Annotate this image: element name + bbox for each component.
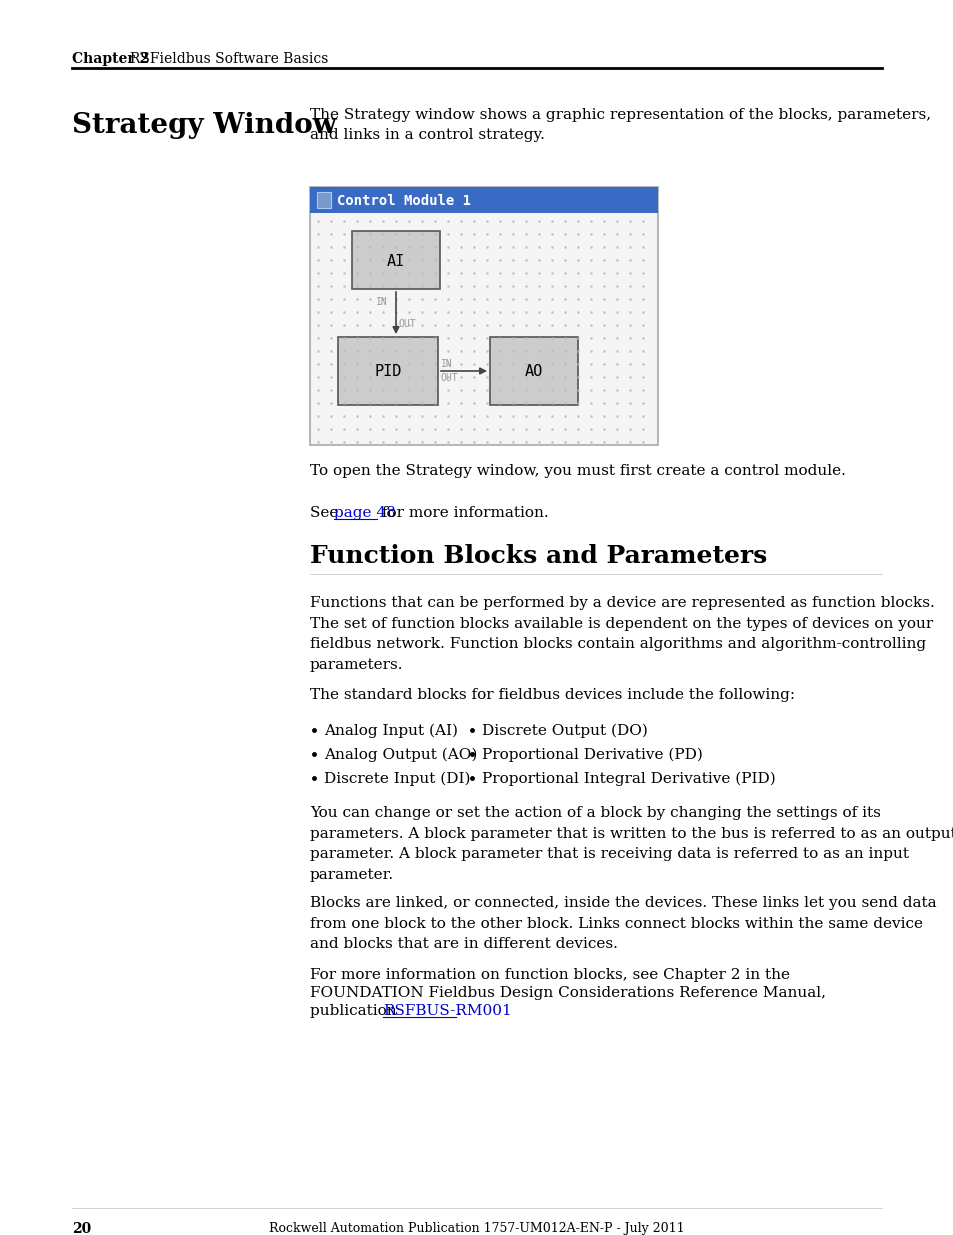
Text: To open the Strategy window, you must first create a control module.: To open the Strategy window, you must fi… — [310, 464, 845, 478]
Text: Control Module 1: Control Module 1 — [336, 194, 471, 207]
Text: PID: PID — [374, 364, 401, 379]
Bar — [310, 186, 658, 445]
Bar — [337, 337, 437, 405]
Text: Function Blocks and Parameters: Function Blocks and Parameters — [310, 543, 766, 568]
Bar — [316, 191, 331, 207]
Text: You can change or set the action of a block by changing the settings of its
para: You can change or set the action of a bl… — [310, 806, 953, 882]
Text: IN: IN — [440, 359, 453, 369]
Text: .: . — [456, 1004, 460, 1018]
Text: Blocks are linked, or connected, inside the devices. These links let you send da: Blocks are linked, or connected, inside … — [310, 897, 936, 951]
Text: Proportional Integral Derivative (PID): Proportional Integral Derivative (PID) — [481, 772, 775, 787]
Text: AI: AI — [387, 253, 405, 268]
Text: 20: 20 — [71, 1221, 91, 1235]
Text: Chapter 2: Chapter 2 — [71, 52, 149, 65]
Bar — [310, 186, 658, 212]
Text: Discrete Input (DI): Discrete Input (DI) — [324, 772, 470, 787]
Bar — [352, 231, 439, 289]
Text: The standard blocks for fieldbus devices include the following:: The standard blocks for fieldbus devices… — [310, 688, 794, 701]
Text: Analog Input (AI): Analog Input (AI) — [324, 724, 457, 739]
Text: Proportional Derivative (PD): Proportional Derivative (PD) — [481, 748, 702, 762]
Text: page 48: page 48 — [335, 506, 395, 520]
Text: Rockwell Automation Publication 1757-UM012A-EN-P - July 2011: Rockwell Automation Publication 1757-UM0… — [269, 1221, 684, 1235]
Bar — [490, 337, 578, 405]
Text: Strategy Window: Strategy Window — [71, 112, 336, 140]
Text: Discrete Output (DO): Discrete Output (DO) — [481, 724, 647, 739]
Text: OUT: OUT — [440, 373, 458, 383]
Text: Analog Output (AO): Analog Output (AO) — [324, 748, 476, 762]
Text: FOUNDATION Fieldbus Design Considerations Reference Manual,: FOUNDATION Fieldbus Design Consideration… — [310, 986, 825, 1000]
Text: RSFBUS-RM001: RSFBUS-RM001 — [383, 1004, 512, 1018]
Text: for more information.: for more information. — [376, 506, 548, 520]
Text: See: See — [310, 506, 343, 520]
Text: publication: publication — [310, 1004, 401, 1018]
Text: IN: IN — [375, 296, 387, 308]
Text: AO: AO — [524, 364, 542, 379]
Text: For more information on function blocks, see Chapter 2 in the: For more information on function blocks,… — [310, 968, 789, 982]
Text: The Strategy window shows a graphic representation of the blocks, parameters,
an: The Strategy window shows a graphic repr… — [310, 107, 930, 142]
Text: Functions that can be performed by a device are represented as function blocks.
: Functions that can be performed by a dev… — [310, 597, 934, 672]
Text: OUT: OUT — [398, 319, 416, 329]
Text: RSFieldbus Software Basics: RSFieldbus Software Basics — [130, 52, 328, 65]
